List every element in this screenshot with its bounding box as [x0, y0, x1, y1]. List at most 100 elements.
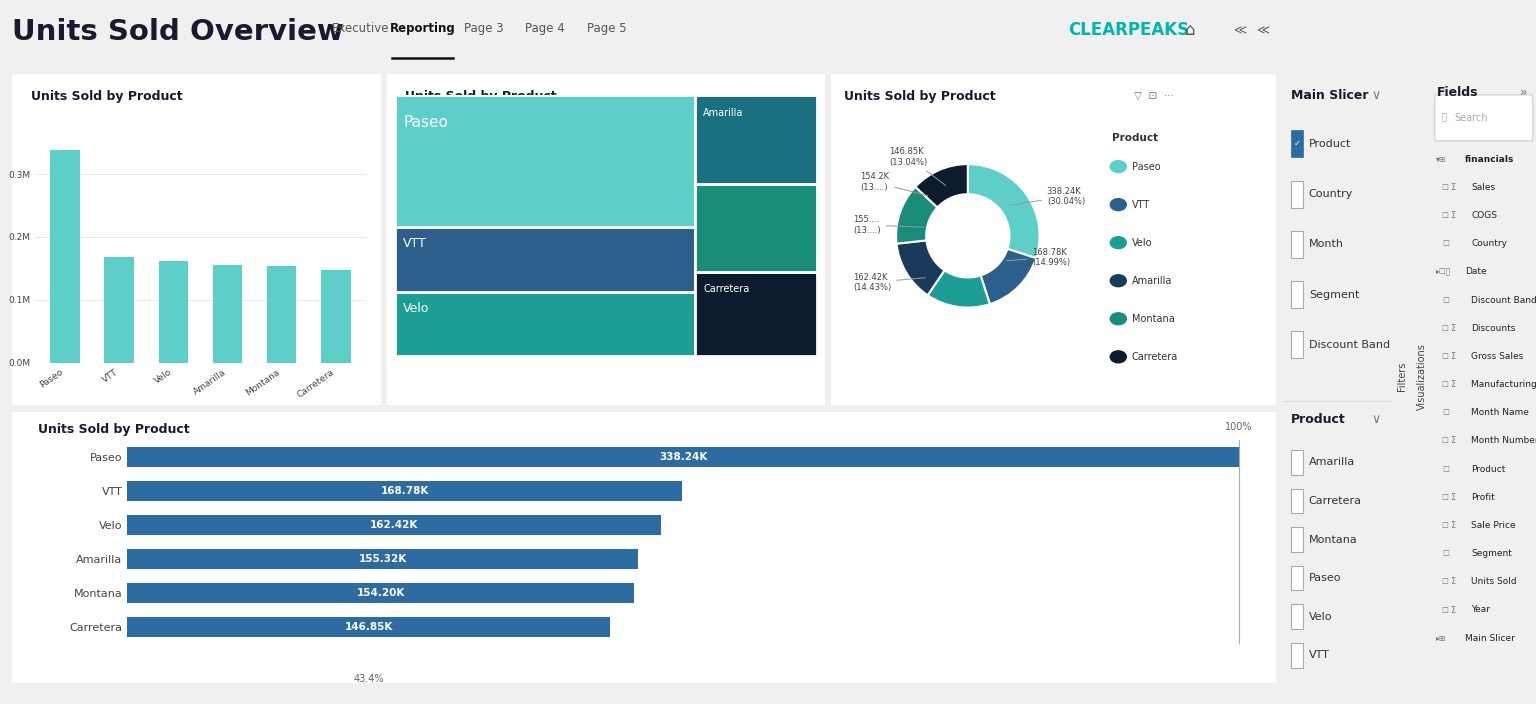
Text: Profit: Profit	[1471, 493, 1495, 502]
Text: Product: Product	[1471, 465, 1505, 474]
Text: ☐ Σ: ☐ Σ	[1442, 493, 1456, 502]
Text: ☐: ☐	[1442, 549, 1448, 558]
Bar	[694, 272, 817, 356]
Text: Country: Country	[1471, 239, 1507, 249]
Text: 162.42K
(14.43%): 162.42K (14.43%)	[852, 272, 926, 292]
Text: ☐ Σ: ☐ Σ	[1442, 577, 1456, 586]
Text: COGS: COGS	[1471, 211, 1498, 220]
Text: Montana: Montana	[1132, 314, 1175, 324]
Bar	[127, 447, 1240, 467]
Text: Gross Sales: Gross Sales	[1471, 352, 1524, 361]
Text: ▾⊞: ▾⊞	[1436, 155, 1445, 164]
Bar	[1290, 181, 1304, 208]
Text: Search: Search	[1455, 113, 1488, 123]
Bar	[1290, 231, 1304, 258]
Text: Discounts: Discounts	[1471, 324, 1516, 333]
Text: VTT: VTT	[1309, 650, 1330, 660]
Text: Segment: Segment	[1471, 549, 1511, 558]
Text: Amarilla: Amarilla	[1132, 276, 1172, 286]
Circle shape	[1111, 161, 1126, 172]
Bar	[1290, 130, 1304, 158]
Bar	[267, 265, 296, 363]
Text: ▽  ⊡  ···: ▽ ⊡ ···	[1134, 90, 1174, 101]
Text: ≪: ≪	[1256, 24, 1269, 37]
Bar	[1290, 281, 1304, 308]
Text: ≪: ≪	[1233, 24, 1246, 37]
Text: 338.24K: 338.24K	[659, 452, 708, 462]
Circle shape	[1111, 351, 1126, 363]
Bar	[212, 265, 243, 363]
Bar	[321, 270, 350, 363]
Bar	[395, 227, 694, 292]
Text: ✓: ✓	[1293, 139, 1301, 149]
Bar	[127, 617, 610, 637]
Text: Sales: Sales	[1471, 183, 1496, 192]
Bar	[1290, 527, 1304, 552]
Text: ☐ Σ: ☐ Σ	[1442, 521, 1456, 530]
Circle shape	[1111, 237, 1126, 249]
Text: Month Name: Month Name	[1471, 408, 1530, 417]
Text: ☐ Σ: ☐ Σ	[1442, 380, 1456, 389]
Text: ▸☐📅: ▸☐📅	[1436, 268, 1452, 277]
Text: VTT: VTT	[1132, 200, 1150, 210]
Bar	[1290, 605, 1304, 629]
Text: ☐: ☐	[1442, 239, 1448, 249]
Text: ∨: ∨	[1372, 413, 1381, 427]
Text: ☐: ☐	[1442, 296, 1448, 305]
Text: Fields: Fields	[1436, 86, 1478, 99]
Text: Carretera: Carretera	[703, 284, 750, 294]
Text: Main Slicer: Main Slicer	[1465, 634, 1514, 643]
Text: ☐ Σ: ☐ Σ	[1442, 605, 1456, 615]
Bar	[395, 95, 694, 227]
Bar	[127, 549, 637, 570]
Wedge shape	[980, 249, 1035, 304]
Text: ☐: ☐	[1442, 408, 1448, 417]
Bar	[1290, 643, 1304, 667]
Circle shape	[1111, 199, 1126, 210]
Text: 146.85K: 146.85K	[344, 622, 393, 632]
Text: Country: Country	[1309, 189, 1353, 199]
Bar	[104, 256, 134, 363]
Text: Units Sold by Product: Units Sold by Product	[37, 422, 189, 436]
Text: ☐ Σ: ☐ Σ	[1442, 183, 1456, 192]
Circle shape	[1111, 313, 1126, 325]
Bar	[1290, 332, 1304, 358]
Text: Main Slicer: Main Slicer	[1290, 89, 1369, 102]
Text: Month: Month	[1309, 239, 1344, 249]
Text: »: »	[1521, 86, 1528, 99]
Wedge shape	[895, 187, 937, 244]
Bar	[395, 292, 694, 356]
Text: Discount Band: Discount Band	[1471, 296, 1536, 305]
Text: ☐ Σ: ☐ Σ	[1442, 324, 1456, 333]
Text: Units Sold by Product: Units Sold by Product	[31, 90, 183, 103]
Text: 146.85K
(13.04%): 146.85K (13.04%)	[889, 147, 946, 185]
Text: financials: financials	[1465, 155, 1514, 164]
Text: ⌂: ⌂	[1186, 21, 1195, 39]
Text: Amarilla: Amarilla	[1309, 458, 1355, 467]
FancyBboxPatch shape	[1435, 95, 1533, 141]
Text: Visualizations: Visualizations	[1416, 344, 1427, 410]
Bar	[1290, 450, 1304, 474]
Text: 100%: 100%	[1226, 422, 1252, 432]
Text: Manufacturing Price: Manufacturing Price	[1471, 380, 1536, 389]
Text: 168.78K
(14.99%): 168.78K (14.99%)	[1006, 248, 1071, 267]
Bar	[51, 150, 80, 363]
Text: Product: Product	[1112, 134, 1158, 144]
Text: Month Number: Month Number	[1471, 436, 1536, 446]
Text: 162.42K: 162.42K	[370, 520, 418, 530]
Bar	[694, 95, 817, 184]
Text: ▸⊞: ▸⊞	[1436, 634, 1445, 643]
Text: Page 5: Page 5	[587, 22, 627, 35]
Bar	[158, 260, 189, 363]
Text: Montana: Montana	[1309, 534, 1358, 545]
Bar	[127, 515, 660, 535]
Wedge shape	[968, 164, 1040, 258]
Text: Velo: Velo	[1309, 612, 1332, 622]
Text: Product: Product	[1309, 139, 1352, 149]
Wedge shape	[915, 164, 968, 208]
Text: Year: Year	[1471, 605, 1490, 615]
Circle shape	[1111, 275, 1126, 287]
Wedge shape	[897, 240, 945, 295]
Text: Reporting: Reporting	[390, 22, 455, 35]
Bar	[694, 184, 817, 272]
